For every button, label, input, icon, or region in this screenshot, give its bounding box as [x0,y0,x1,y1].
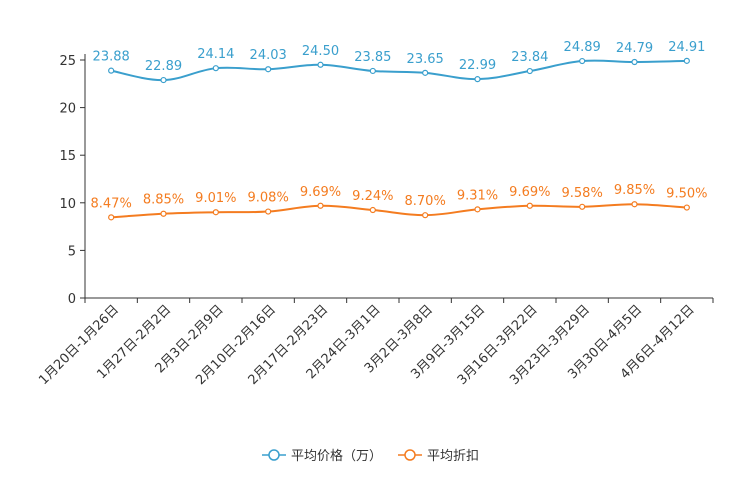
y-tick-label: 15 [59,149,76,164]
data-label: 24.89 [564,40,601,55]
y-tick-label: 10 [59,197,76,212]
data-point [579,57,586,65]
data-label: 9.31% [457,188,498,203]
series-line-2 [111,203,687,219]
legend-marker-icon[interactable] [404,449,416,461]
data-point [108,67,115,74]
y-tick-label: 0 [68,292,76,307]
data-point [474,206,481,213]
data-label: 9.69% [300,185,341,200]
data-point [212,65,219,72]
data-label: 9.24% [352,189,393,204]
data-point [369,206,376,214]
data-label: 24.14 [197,47,234,62]
data-point [317,202,324,209]
data-point [369,67,376,75]
data-point [474,76,481,83]
data-label: 9.58% [562,186,603,201]
data-point [317,61,324,68]
data-label: 22.99 [459,58,496,73]
data-point [683,57,690,64]
data-label: 24.03 [250,48,287,63]
data-label: 8.70% [405,194,446,209]
data-point [526,202,533,209]
data-label: 24.91 [668,40,705,55]
legend-item-1[interactable]: 平均价格（万） [291,448,382,464]
data-label: 8.85% [143,193,184,208]
data-point [631,58,638,66]
data-point [160,76,167,84]
data-label: 9.85% [614,183,655,198]
data-point [579,203,586,210]
data-label: 9.08% [248,191,289,206]
data-label: 23.65 [407,52,444,67]
data-point [212,209,219,216]
data-point [422,69,429,76]
data-label: 8.47% [91,196,132,211]
data-label: 24.50 [302,44,339,59]
data-label: 9.01% [195,191,236,206]
data-point [265,208,272,215]
data-label: 23.88 [93,50,130,65]
data-point [422,212,429,219]
y-tick-label: 5 [68,244,76,259]
data-label: 9.69% [509,185,550,200]
legend-item-2[interactable]: 平均折扣 [427,449,479,464]
data-point [108,214,115,221]
data-label: 22.89 [145,59,182,74]
data-point [265,66,272,73]
data-point [683,204,690,211]
data-label: 23.84 [511,50,548,65]
series-line-1 [110,59,687,82]
data-label: 24.79 [616,41,653,56]
y-tick-label: 20 [59,102,76,117]
data-point [631,201,638,208]
data-label: 9.50% [666,187,707,202]
y-tick-label: 25 [59,54,76,69]
data-point [526,67,533,75]
legend-marker-icon[interactable] [268,449,280,461]
data-point [160,210,167,217]
data-label: 23.85 [354,50,391,65]
